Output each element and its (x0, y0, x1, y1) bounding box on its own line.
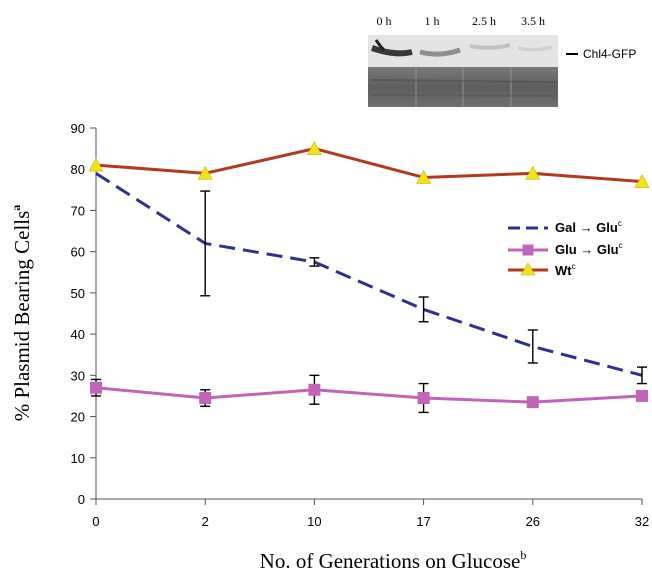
data-point-square (636, 389, 648, 402)
x-axis-title: No. of Generations on Glucoseb (260, 548, 527, 573)
y-tick-label: 30 (71, 368, 85, 383)
data-point-triangle (197, 165, 213, 180)
blot-lower-band (371, 94, 557, 97)
x-tick-label: 10 (307, 514, 321, 529)
x-tick-label: 2 (202, 514, 209, 529)
y-tick-label: 10 (71, 451, 85, 466)
x-axis-title-text: No. of Generations on Glucose (260, 549, 521, 573)
data-point-triangle (525, 165, 541, 180)
data-point-triangle (416, 169, 432, 184)
y-tick-label: 90 (71, 121, 85, 136)
y-tick-label: 70 (71, 203, 85, 218)
legend-sup-gal-glu: c (618, 219, 622, 228)
legend: Gal → Gluc Glu → Gluc Wtc (508, 219, 623, 278)
legend-marker-triangle (520, 262, 536, 276)
legend-text-gal-glu: Gal → Glu (555, 220, 618, 235)
y-ticks: 0 10 20 30 40 50 60 70 80 90 (71, 121, 96, 507)
x-tick-label: 32 (635, 514, 649, 529)
y-axis-title-text: % Plasmid Bearing Cells (10, 211, 34, 422)
legend-sup-glu-glu: c (619, 241, 623, 250)
series-group (88, 140, 650, 414)
blot-time-label: 0 h (377, 14, 392, 28)
x-tick-label: 0 (92, 514, 99, 529)
y-axis-title-superscript: a (9, 205, 23, 211)
data-point-triangle (634, 173, 650, 188)
data-point-square (526, 396, 539, 409)
y-tick-label: 60 (71, 245, 85, 260)
x-ticks: 0 2 10 17 26 32 (92, 499, 649, 529)
blot-band-0h (371, 45, 413, 57)
series-2 (88, 140, 650, 188)
blot-time-label: 2.5 h (472, 14, 496, 28)
legend-label-glu-glu: Glu → Gluc (555, 241, 623, 257)
legend-label-wt: Wtc (555, 262, 576, 278)
blot-band-label: Chl4-GFP (583, 47, 636, 61)
legend-text-wt: Wt (555, 263, 572, 278)
y-tick-label: 0 (78, 492, 85, 507)
series-line (95, 172, 643, 377)
legend-label-gal-glu: Gal → Gluc (555, 219, 622, 235)
series-line (95, 386, 643, 404)
y-tick-label: 50 (71, 286, 85, 301)
y-axis-title: % Plasmid Bearing Cellsa (9, 205, 34, 422)
blot-band-0h-smear (374, 39, 386, 52)
data-point-square (199, 392, 212, 405)
y-tick-label: 80 (71, 162, 85, 177)
blot-band-3.5h (517, 45, 553, 52)
x-tick-label: 26 (526, 514, 540, 529)
y-tick-label: 20 (71, 410, 85, 425)
x-axis-title-superscript: b (520, 548, 526, 562)
blot-band-1h (419, 47, 461, 57)
x-tick-label: 17 (416, 514, 430, 529)
data-point-square (90, 381, 102, 394)
series-0 (95, 172, 647, 385)
series-1 (90, 374, 648, 414)
series-line (95, 147, 643, 184)
blot-lower-band (371, 79, 557, 83)
legend-marker-square (522, 244, 534, 256)
blot-band-2.5h (469, 43, 511, 50)
blot-time-label: 1 h (425, 14, 440, 28)
western-blot-inset: 0 h 1 h 2.5 h 3.5 h Chl4-GFP (368, 14, 636, 107)
data-point-triangle (306, 140, 322, 155)
y-tick-label: 40 (71, 327, 85, 342)
legend-sup-wt: c (572, 262, 576, 271)
legend-text-glu-glu: Glu → Glu (555, 242, 619, 257)
axes (95, 128, 642, 500)
data-point-square (308, 383, 321, 396)
blot-time-label: 3.5 h (521, 14, 545, 28)
data-point-square (417, 392, 430, 405)
data-point-triangle (88, 157, 104, 172)
